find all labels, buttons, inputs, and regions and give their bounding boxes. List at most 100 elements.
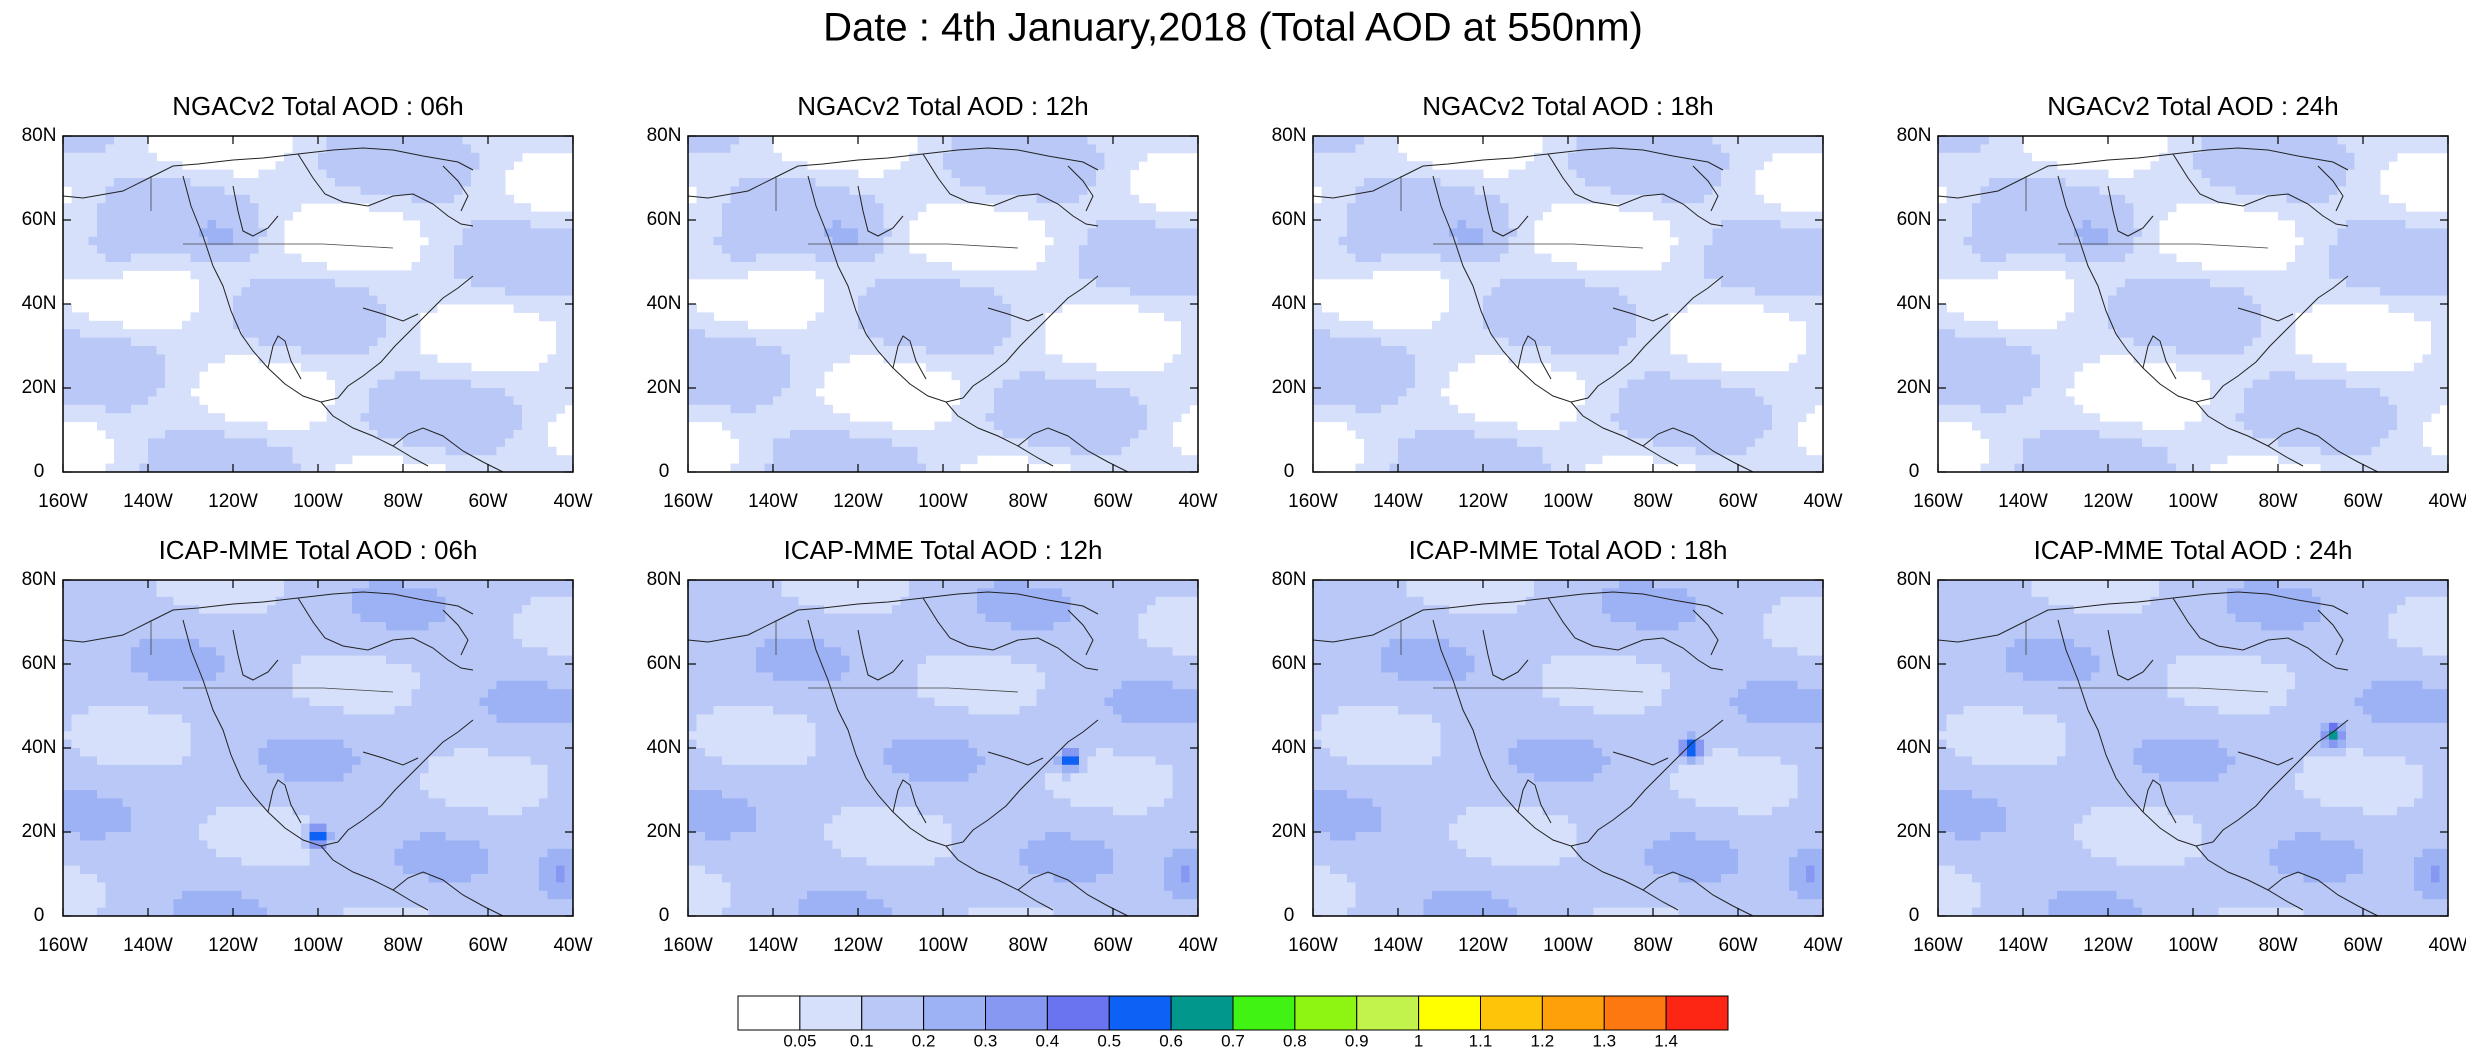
colorbar-bin — [1665, 995, 1729, 1031]
lon-tick-label: 80W — [1008, 491, 1047, 512]
lat-tick-label: 40N — [22, 737, 57, 758]
lat-tick-label: 60N — [1897, 209, 1932, 230]
lon-tick-label: 160W — [1288, 491, 1338, 512]
lon-tick-label: 80W — [1633, 491, 1672, 512]
lat-tick-label: 0 — [34, 461, 45, 482]
map-panels: NGACv2 Total AOD : 06h 80N 60N 40N 20N 0 160W 1… — [22, 91, 2466, 956]
lon-tick-label: 60W — [2343, 935, 2382, 956]
lon-tick-label: 120W — [833, 491, 883, 512]
aod-field — [63, 136, 574, 473]
colorbar-bin — [985, 995, 1048, 1031]
lat-tick-label: 60N — [647, 653, 682, 674]
lat-tick-label: 20N — [647, 377, 682, 398]
lon-tick-label: 140W — [123, 935, 173, 956]
aod-field — [688, 136, 1199, 473]
lat-tick-label: 40N — [647, 737, 682, 758]
lon-tick-label: 140W — [1998, 491, 2048, 512]
lon-tick-label: 160W — [38, 935, 88, 956]
lat-tick-label: 20N — [1272, 377, 1307, 398]
lat-tick-label: 0 — [1284, 905, 1295, 926]
map-panel: NGACv2 Total AOD : 18h 80N 60N 40N 20N 0 160W 1… — [1272, 91, 1843, 512]
lat-tick-label: 20N — [1897, 821, 1932, 842]
lon-tick-label: 60W — [1093, 935, 1132, 956]
lat-tick-label: 0 — [34, 905, 45, 926]
lon-tick-label: 100W — [1543, 491, 1593, 512]
lon-tick-label: 80W — [1633, 935, 1672, 956]
lat-tick-label: 40N — [1272, 737, 1307, 758]
lon-tick-label: 140W — [1373, 935, 1423, 956]
lat-tick-label: 0 — [1284, 461, 1295, 482]
colorbar: 0.05 0.1 0.2 0.3 0.4 0.5 0.6 0.7 0.8 0.9 1 1.1 1.2 1.… — [737, 995, 1729, 1050]
map-panel: NGACv2 Total AOD : 24h 80N 60N 40N 20N 0 160W 1… — [1897, 91, 2466, 512]
panel-title: ICAP-MME Total AOD : 06h — [159, 535, 478, 565]
colorbar-bin — [1356, 995, 1420, 1031]
lat-tick-label: 80N — [1272, 569, 1307, 590]
lat-tick-label: 20N — [1897, 377, 1932, 398]
lon-tick-label: 100W — [293, 935, 343, 956]
lat-tick-label: 80N — [647, 125, 682, 146]
lon-tick-label: 40W — [553, 935, 592, 956]
colorbar-bin — [799, 995, 863, 1031]
colorbar-label: 0.3 — [974, 1031, 998, 1050]
lat-tick-label: 60N — [1897, 653, 1932, 674]
lat-tick-label: 80N — [1897, 569, 1932, 590]
aod-field — [63, 580, 574, 917]
colorbar-label: 0.7 — [1221, 1031, 1245, 1050]
lon-tick-label: 120W — [1458, 935, 1508, 956]
lon-tick-label: 160W — [1913, 491, 1963, 512]
lon-tick-label: 160W — [663, 935, 713, 956]
colorbar-label: 1.1 — [1469, 1031, 1493, 1050]
lon-tick-label: 100W — [918, 491, 968, 512]
lon-tick-label: 120W — [208, 491, 258, 512]
colorbar-bin — [1046, 995, 1110, 1031]
map-panel: ICAP-MME Total AOD : 12h 80N 60N 40N 20N 0 160… — [647, 535, 1218, 956]
panel-title: ICAP-MME Total AOD : 12h — [784, 535, 1103, 565]
lon-tick-label: 120W — [1458, 491, 1508, 512]
lon-tick-label: 60W — [1718, 491, 1757, 512]
lon-tick-label: 40W — [1178, 491, 1217, 512]
lon-tick-label: 60W — [2343, 491, 2382, 512]
lon-tick-label: 120W — [833, 935, 883, 956]
map-panel: ICAP-MME Total AOD : 24h 80N 60N 40N 20N 0 160… — [1897, 535, 2466, 956]
lon-tick-label: 160W — [38, 491, 88, 512]
colorbar-label: 0.4 — [1036, 1031, 1060, 1050]
lon-tick-label: 80W — [383, 935, 422, 956]
lon-tick-label: 80W — [2258, 491, 2297, 512]
lat-tick-label: 20N — [647, 821, 682, 842]
lon-tick-label: 40W — [553, 491, 592, 512]
colorbar-label: 0.9 — [1345, 1031, 1369, 1050]
lat-tick-label: 0 — [659, 461, 670, 482]
colorbar-bin — [1232, 995, 1296, 1031]
lat-tick-label: 40N — [1897, 293, 1932, 314]
lat-tick-label: 60N — [22, 653, 57, 674]
colorbar-bin — [1480, 995, 1543, 1031]
colorbar-label: 0.6 — [1159, 1031, 1183, 1050]
lon-tick-label: 140W — [748, 935, 798, 956]
lon-tick-label: 160W — [1913, 935, 1963, 956]
lat-tick-label: 20N — [22, 821, 57, 842]
lon-tick-label: 80W — [383, 491, 422, 512]
lat-tick-label: 80N — [647, 569, 682, 590]
lat-tick-label: 60N — [647, 209, 682, 230]
lon-tick-label: 100W — [918, 935, 968, 956]
lon-tick-label: 100W — [1543, 935, 1593, 956]
colorbar-bin — [1294, 995, 1358, 1031]
colorbar-label: 1 — [1414, 1031, 1423, 1050]
colorbar-label: 1.3 — [1592, 1031, 1616, 1050]
lat-tick-label: 80N — [1272, 125, 1307, 146]
lon-tick-label: 60W — [1093, 491, 1132, 512]
lat-tick-label: 60N — [1272, 209, 1307, 230]
lat-tick-label: 60N — [22, 209, 57, 230]
colorbar-label: 0.1 — [850, 1031, 874, 1050]
colorbar-bin — [923, 995, 986, 1031]
lon-tick-label: 100W — [293, 491, 343, 512]
lon-tick-label: 120W — [2083, 935, 2133, 956]
colorbar-bin — [737, 995, 801, 1031]
map-panel: ICAP-MME Total AOD : 18h 80N 60N 40N 20N 0 160… — [1272, 535, 1843, 956]
lon-tick-label: 160W — [1288, 935, 1338, 956]
lon-tick-label: 40W — [2428, 935, 2466, 956]
lon-tick-label: 40W — [2428, 491, 2466, 512]
colorbar-bin — [1541, 995, 1605, 1031]
colorbar-bin — [1108, 995, 1172, 1031]
